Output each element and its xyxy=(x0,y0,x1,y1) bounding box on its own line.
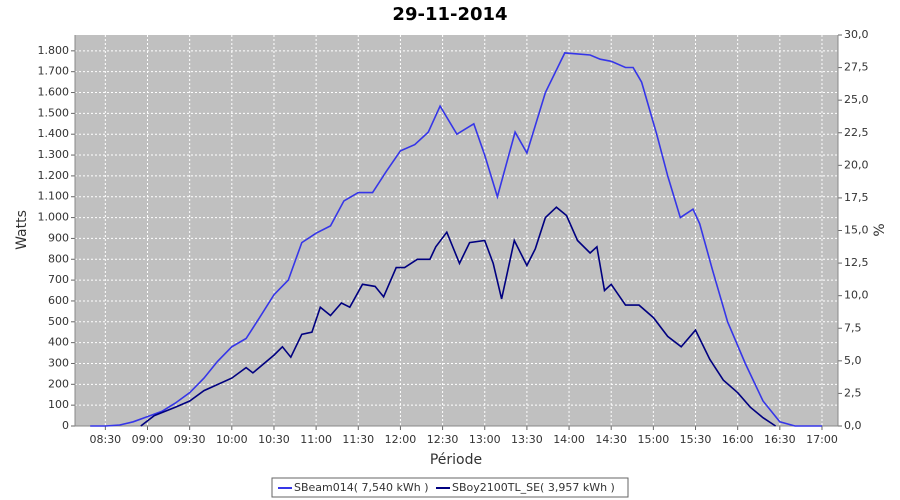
y-tick-label: 900 xyxy=(48,231,69,244)
x-tick-label: 09:30 xyxy=(174,433,206,446)
y-tick-label: 600 xyxy=(48,294,69,307)
x-tick-label: 10:00 xyxy=(216,433,248,446)
y-tick-label: 700 xyxy=(48,273,69,286)
y2-tick-label: 22,5 xyxy=(844,126,869,139)
y2-axis-label: % xyxy=(872,223,888,236)
x-tick-label: 15:30 xyxy=(680,433,712,446)
x-tick-label: 16:30 xyxy=(764,433,796,446)
x-tick-label: 09:00 xyxy=(132,433,164,446)
x-tick-label: 15:00 xyxy=(638,433,670,446)
x-tick-label: 12:00 xyxy=(385,433,417,446)
x-tick-label: 13:00 xyxy=(469,433,501,446)
x-tick-label: 12:30 xyxy=(427,433,459,446)
series-line xyxy=(140,206,777,427)
y-tick-label: 1.600 xyxy=(38,86,70,99)
y2-tick-label: 7,5 xyxy=(844,321,862,334)
x-tick-label: 11:30 xyxy=(342,433,374,446)
y2-tick-label: 5,0 xyxy=(844,354,862,367)
y-tick-label: 1.700 xyxy=(38,65,70,78)
x-tick-label: 10:30 xyxy=(258,433,290,446)
y-tick-label: 400 xyxy=(48,336,69,349)
y2-tick-label: 2,5 xyxy=(844,386,862,399)
legend-label: SBeam014( 7,540 kWh ) xyxy=(294,481,429,494)
legend-label: SBoy2100TL_SE( 3,957 kWh ) xyxy=(452,481,615,494)
y-tick-label: 100 xyxy=(48,398,69,411)
x-tick-label: 14:30 xyxy=(595,433,627,446)
y2-tick-label: 27,5 xyxy=(844,61,869,74)
y2-tick-label: 10,0 xyxy=(844,289,869,302)
y-tick-label: 1.400 xyxy=(38,127,70,140)
y2-tick-label: 0,0 xyxy=(844,419,862,432)
y-tick-label: 0 xyxy=(62,419,69,432)
y2-tick-label: 15,0 xyxy=(844,224,869,237)
y-tick-label: 1.500 xyxy=(38,106,70,119)
y-tick-label: 200 xyxy=(48,377,69,390)
y2-tick-label: 30,0 xyxy=(844,28,869,41)
series-line xyxy=(90,52,822,427)
y2-tick-label: 20,0 xyxy=(844,158,869,171)
y2-tick-label: 25,0 xyxy=(844,93,869,106)
x-axis-label: Période xyxy=(430,452,482,468)
x-tick-label: 08:30 xyxy=(89,433,121,446)
y-tick-label: 1.100 xyxy=(38,190,70,203)
y-tick-label: 1.000 xyxy=(38,211,70,224)
y-tick-label: 1.200 xyxy=(38,169,70,182)
y-tick-label: 500 xyxy=(48,315,69,328)
x-tick-label: 16:00 xyxy=(722,433,754,446)
y-tick-label: 300 xyxy=(48,356,69,369)
y2-tick-label: 12,5 xyxy=(844,256,869,269)
x-tick-label: 13:30 xyxy=(511,433,543,446)
y-tick-label: 1.800 xyxy=(38,44,70,57)
y2-tick-label: 17,5 xyxy=(844,191,869,204)
y-axis-label: Watts xyxy=(14,210,30,250)
x-tick-label: 17:00 xyxy=(806,433,838,446)
y-tick-label: 1.300 xyxy=(38,148,70,161)
x-tick-label: 14:00 xyxy=(553,433,585,446)
chart-title: 29-11-2014 xyxy=(392,4,507,25)
x-tick-label: 11:00 xyxy=(300,433,332,446)
y-tick-label: 800 xyxy=(48,252,69,265)
